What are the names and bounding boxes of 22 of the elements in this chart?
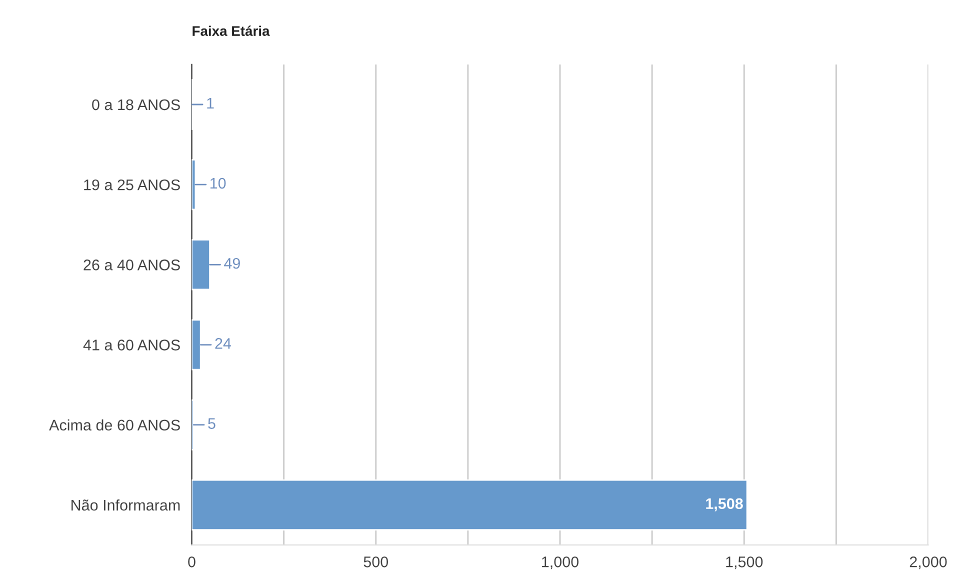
bar bbox=[192, 479, 748, 530]
data-label: 10 bbox=[210, 178, 226, 189]
y-tick-label: 0 a 18 ANOS bbox=[92, 99, 180, 110]
data-label: 5 bbox=[208, 418, 216, 429]
y-tick-label: Acima de 60 ANOS bbox=[49, 419, 180, 431]
chart-title: Faixa Etária bbox=[192, 26, 270, 36]
x-tick-label: 0 bbox=[188, 556, 196, 568]
data-label: 24 bbox=[215, 338, 232, 349]
bar bbox=[192, 319, 202, 370]
bar bbox=[192, 239, 210, 290]
data-label: 49 bbox=[224, 258, 240, 269]
x-tick-label: 1,000 bbox=[542, 556, 579, 570]
y-tick-label: Não Informaram bbox=[72, 499, 180, 511]
y-tick-label: 26 a 40 ANOS bbox=[84, 260, 180, 270]
y-tick-label: 41 a 60 ANOS bbox=[83, 340, 180, 350]
y-tick-label: 19 a 25 ANOS bbox=[84, 179, 180, 190]
x-tick-label: 500 bbox=[364, 556, 388, 568]
data-label: 1 bbox=[207, 98, 214, 108]
x-tick-label: 2,000 bbox=[910, 556, 947, 570]
x-tick-label: 1,500 bbox=[726, 556, 763, 570]
data-label: 1,508 bbox=[706, 498, 743, 512]
bar bbox=[192, 159, 196, 210]
